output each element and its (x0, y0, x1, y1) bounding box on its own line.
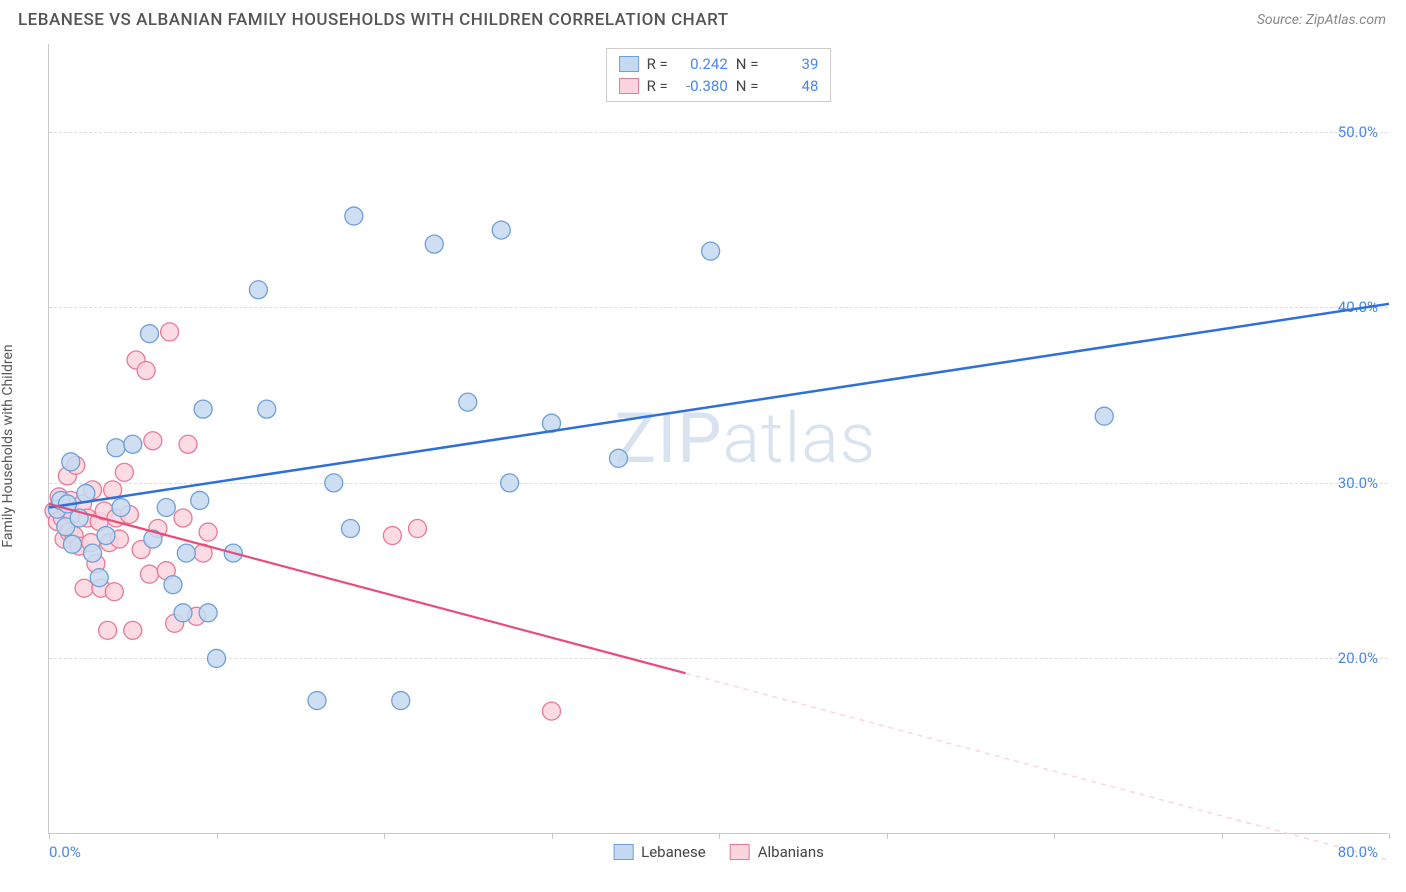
legend-item-lebanese: Lebanese (613, 843, 706, 861)
swatch-lebanese (619, 56, 639, 72)
correlation-legend: R = 0.242 N = 39 R = -0.380 N = 48 (606, 48, 832, 102)
x-tick (49, 833, 50, 839)
x-tick (552, 833, 553, 839)
data-point (199, 604, 217, 622)
data-point (124, 621, 142, 639)
data-point (177, 544, 195, 562)
swatch-lebanese-icon (613, 844, 633, 860)
data-point (308, 692, 326, 710)
data-point (164, 576, 182, 594)
data-point (459, 393, 477, 411)
x-axis-max-label: 80.0% (1338, 843, 1378, 861)
data-point (345, 207, 363, 225)
legend-item-albanians: Albanians (730, 843, 824, 861)
data-point (107, 439, 125, 457)
data-point (174, 604, 192, 622)
data-point (63, 535, 81, 553)
data-point (543, 702, 561, 720)
data-point (157, 498, 175, 516)
series-legend: Lebanese Albanians (613, 843, 824, 861)
n-value-albanians: 48 (766, 77, 818, 95)
swatch-albanians-icon (730, 844, 750, 860)
data-point (174, 509, 192, 527)
data-point (161, 323, 179, 341)
data-point (392, 692, 410, 710)
legend-row-lebanese: R = 0.242 N = 39 (619, 53, 819, 75)
x-axis-min-label: 0.0% (49, 843, 81, 861)
plot-area: ZIPatlas 20.0%30.0%40.0%50.0% R = 0.242 … (48, 44, 1388, 834)
data-point (342, 520, 360, 538)
chart-source: Source: ZipAtlas.com (1257, 12, 1386, 28)
swatch-albanians (619, 78, 639, 94)
data-point (258, 400, 276, 418)
chart-title: LEBANESE VS ALBANIAN FAMILY HOUSEHOLDS W… (18, 10, 729, 30)
data-point (1095, 407, 1113, 425)
data-point (141, 325, 159, 343)
data-point (702, 242, 720, 260)
data-point (383, 527, 401, 545)
data-point (99, 621, 117, 639)
trend-line (49, 304, 1389, 508)
x-tick (1389, 833, 1390, 839)
data-point (199, 523, 217, 541)
data-point (97, 527, 115, 545)
data-point (105, 583, 123, 601)
x-tick (217, 833, 218, 839)
scatter-plot-svg (49, 44, 1388, 833)
data-point (137, 362, 155, 380)
data-point (249, 281, 267, 299)
data-point (409, 520, 427, 538)
data-point (325, 474, 343, 492)
r-value-lebanese: 0.242 (676, 55, 728, 73)
x-tick (384, 833, 385, 839)
legend-label-lebanese: Lebanese (641, 843, 706, 861)
data-point (425, 235, 443, 253)
r-label: R = (647, 77, 668, 95)
data-point (208, 649, 226, 667)
data-point (191, 491, 209, 509)
x-tick (719, 833, 720, 839)
legend-row-albanians: R = -0.380 N = 48 (619, 75, 819, 97)
x-tick (1222, 833, 1223, 839)
data-point (84, 544, 102, 562)
trend-line (49, 504, 686, 673)
data-point (501, 474, 519, 492)
y-axis-label: Family Households with Children (0, 344, 16, 547)
n-label: N = (736, 55, 759, 73)
data-point (75, 579, 93, 597)
data-point (194, 400, 212, 418)
x-tick (1054, 833, 1055, 839)
data-point (115, 463, 133, 481)
trend-line-dashed (686, 673, 1390, 860)
x-tick (887, 833, 888, 839)
data-point (112, 498, 130, 516)
data-point (610, 449, 628, 467)
n-value-lebanese: 39 (766, 55, 818, 73)
data-point (144, 432, 162, 450)
chart-header: LEBANESE VS ALBANIAN FAMILY HOUSEHOLDS W… (0, 0, 1406, 36)
r-label: R = (647, 55, 668, 73)
data-point (492, 221, 510, 239)
data-point (90, 569, 108, 587)
data-point (124, 435, 142, 453)
legend-label-albanians: Albanians (758, 843, 824, 861)
data-point (62, 453, 80, 471)
data-point (141, 565, 159, 583)
n-label: N = (736, 77, 759, 95)
r-value-albanians: -0.380 (676, 77, 728, 95)
data-point (179, 435, 197, 453)
